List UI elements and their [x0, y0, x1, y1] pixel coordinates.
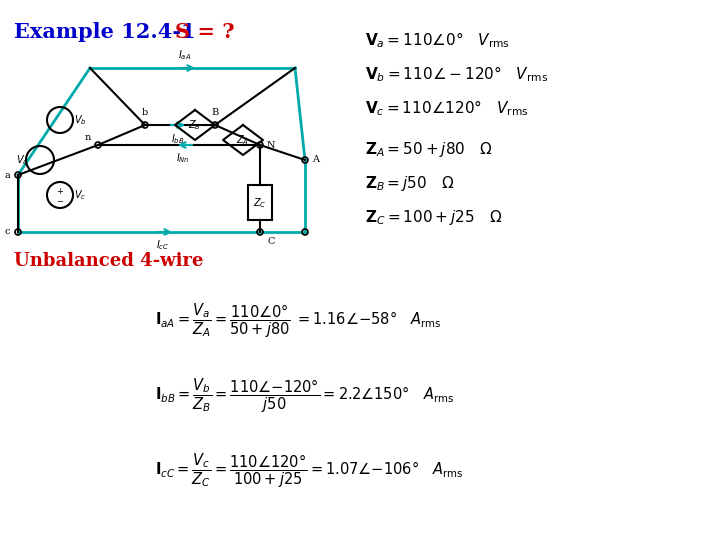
- Text: A: A: [312, 156, 319, 165]
- Text: $I_{cC}$: $I_{cC}$: [156, 238, 170, 252]
- Text: a: a: [4, 171, 10, 179]
- Text: $\mathbf{Z}_A = 50 + j80\quad\Omega$: $\mathbf{Z}_A = 50 + j80\quad\Omega$: [365, 140, 492, 159]
- Text: N: N: [267, 140, 276, 150]
- Text: $Z_B$: $Z_B$: [189, 118, 202, 132]
- Text: $\mathbf{I}_{bB} = \dfrac{V_b}{Z_B} = \dfrac{110\angle{-120°}}{j50}=2.2\angle 15: $\mathbf{I}_{bB} = \dfrac{V_b}{Z_B} = \d…: [155, 377, 454, 415]
- Text: $\mathbf{Z}_B = j50\quad\Omega$: $\mathbf{Z}_B = j50\quad\Omega$: [365, 174, 454, 193]
- Text: $V_c$: $V_c$: [74, 188, 86, 202]
- Text: $Z_C$: $Z_C$: [253, 196, 267, 210]
- Text: $Z_A$: $Z_A$: [236, 133, 250, 147]
- Text: $\mathbf{V}_a = 110\angle 0°\quad V_{\rm rms}$: $\mathbf{V}_a = 110\angle 0°\quad V_{\rm…: [365, 30, 510, 50]
- Text: $\mathbf{V}_c = 110\angle 120°\quad V_{\rm rms}$: $\mathbf{V}_c = 110\angle 120°\quad V_{\…: [365, 98, 528, 118]
- Text: $\mathbf{Z}_C = 100 + j25\quad\Omega$: $\mathbf{Z}_C = 100 + j25\quad\Omega$: [365, 208, 503, 227]
- Bar: [248, 185, 272, 220]
- Text: $I_{Nn}$: $I_{Nn}$: [176, 151, 190, 165]
- Text: $V_a$: $V_a$: [16, 153, 28, 167]
- Text: $I_{aA}$: $I_{aA}$: [179, 48, 192, 62]
- Text: $-$: $-$: [56, 195, 64, 205]
- Text: b: b: [142, 108, 148, 117]
- Text: +: +: [57, 187, 63, 197]
- Text: C: C: [267, 237, 274, 246]
- Text: $V_b$: $V_b$: [74, 113, 86, 127]
- Text: Unbalanced 4-wire: Unbalanced 4-wire: [14, 252, 204, 270]
- Text: B: B: [212, 108, 219, 117]
- Text: Example 12.4-1: Example 12.4-1: [14, 22, 196, 42]
- Text: n: n: [85, 132, 91, 141]
- Text: $I_{bB}$: $I_{bB}$: [171, 132, 185, 146]
- Text: $\mathbf{I}_{cC} = \dfrac{V_c}{Z_C} = \dfrac{110\angle 120°}{100+j25}=1.07\angle: $\mathbf{I}_{cC} = \dfrac{V_c}{Z_C} = \d…: [155, 452, 464, 490]
- Text: c: c: [4, 227, 10, 237]
- Text: S = ?: S = ?: [175, 22, 235, 42]
- Text: $\mathbf{V}_b = 110\angle -120°\quad V_{\rm rms}$: $\mathbf{V}_b = 110\angle -120°\quad V_{…: [365, 64, 548, 84]
- Text: $\mathbf{I}_{aA} = \dfrac{V_a}{Z_A} = \dfrac{110\angle 0°}{50+j80}\;=1.16\angle{: $\mathbf{I}_{aA} = \dfrac{V_a}{Z_A} = \d…: [155, 302, 441, 340]
